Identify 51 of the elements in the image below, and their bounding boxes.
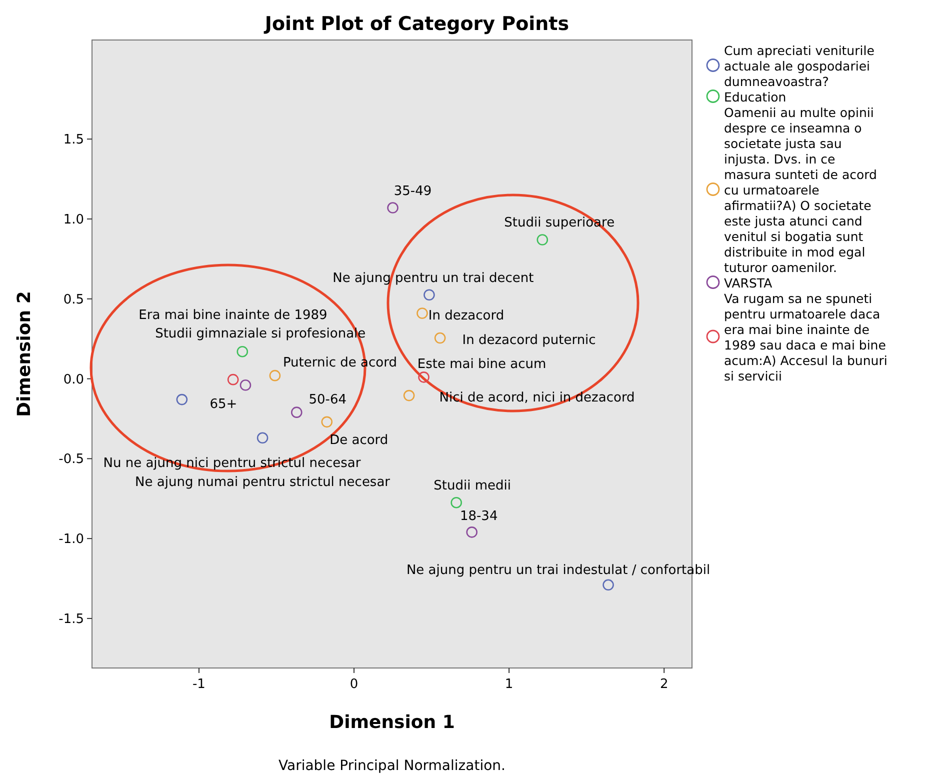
- annotation: 35-49: [394, 184, 432, 199]
- y-axis-title: Dimension 2: [14, 291, 35, 417]
- point: [321, 416, 333, 428]
- point: [176, 394, 188, 406]
- point: [240, 380, 252, 391]
- annotation: In dezacord puternic: [462, 333, 596, 348]
- y-tick-label: 1.0: [63, 212, 84, 228]
- legend-label: VARSTA: [724, 276, 773, 290]
- point: [418, 372, 430, 383]
- legend-label: Education: [724, 90, 786, 104]
- point: [236, 346, 248, 358]
- point: [387, 202, 398, 214]
- x-tick-label: -1: [192, 677, 206, 692]
- y-tick-label: 0.5: [63, 292, 84, 308]
- annotation: Este mai bine acum: [417, 357, 546, 372]
- point: [403, 390, 415, 402]
- annotation: 50-64: [308, 392, 347, 408]
- annotation: De acord: [330, 432, 388, 448]
- legend-label: Va rugam sa ne spuneti pentru urmatoarele daca era mai bine inainte de 1989 sau daca e mai bine acum:A) Accesul la bunuri si servicii: [724, 291, 888, 384]
- annotation: Studii medii: [434, 478, 512, 494]
- text: Oamenii au multe opinii despre ce inseamna o societate justa sau injusta. Dvs. in ce masura sunteti de acord cu urmatoarele afirmatii?A) O societate este justa atunci cand venitul si bogatia sunt distribuite in mod egal tuturor oamenilor.: [724, 105, 877, 275]
- y-tick-label: 1.5: [63, 132, 84, 148]
- point: [416, 308, 428, 319]
- legend-label: Cum apreciati veniturile actuale ale gospodariei dumneavoastra?: [724, 43, 875, 89]
- y-tick-label: -1.5: [58, 612, 84, 627]
- x-tick-label: 2: [660, 677, 668, 692]
- chart-title: Joint Plot of Category Points: [262, 13, 570, 35]
- text: Variable Principal Normalization.: [278, 758, 506, 774]
- point: [424, 289, 435, 301]
- annotation: Era mai bine inainte de 1989: [138, 308, 328, 323]
- y-tick-label: 0.0: [63, 372, 84, 388]
- point: [450, 496, 462, 508]
- point: [602, 579, 614, 591]
- annotation: 18-34: [460, 509, 498, 524]
- x-axis-title: Dimension 1: [329, 712, 455, 733]
- point: [256, 432, 268, 444]
- annotation: Ne ajung pentru un trai decent: [332, 270, 534, 286]
- y-tick-label: -1.0: [58, 532, 84, 548]
- x-tick-label: 1: [504, 677, 514, 692]
- point: [291, 406, 302, 418]
- x-tick-label: 0: [350, 677, 358, 692]
- annotation: Ne ajung numai pentru strictul necesar: [135, 474, 391, 490]
- annotation: 65+: [210, 397, 238, 412]
- point: [269, 370, 281, 382]
- annotation: In dezacord: [428, 308, 504, 324]
- point: [227, 374, 239, 386]
- y-tick-label: -0.5: [58, 452, 84, 468]
- point: [536, 234, 548, 246]
- point: [434, 332, 446, 344]
- annotation: Ne ajung pentru un trai indestulat / confortabil: [406, 562, 710, 578]
- point: [466, 526, 478, 538]
